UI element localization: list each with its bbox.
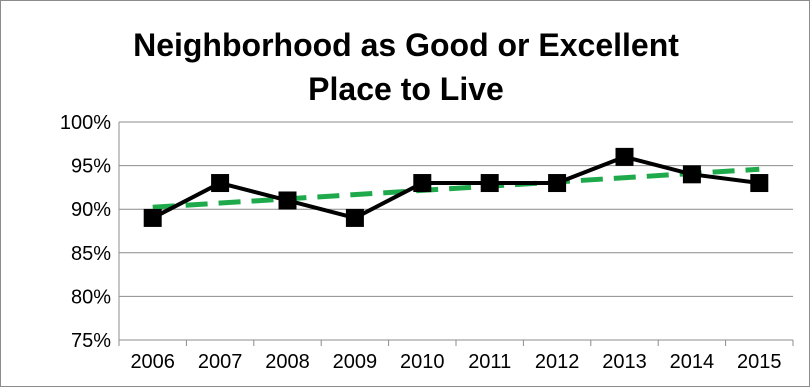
data-point-2009	[345, 208, 364, 227]
data-point-2011	[480, 174, 499, 193]
x-tick-label-2009: 2009	[333, 351, 378, 373]
x-tick-label-2011: 2011	[468, 351, 511, 373]
y-tick-label: 100%	[60, 112, 111, 134]
x-tick-label-2007: 2007	[198, 351, 243, 373]
x-tick-label-2015: 2015	[737, 351, 782, 373]
data-point-2015	[750, 174, 769, 193]
y-tick-label: 95%	[71, 156, 111, 178]
y-tick-label: 75%	[71, 330, 111, 352]
series-line	[151, 154, 760, 220]
data-point-2008	[278, 191, 297, 210]
data-point-2012	[548, 174, 567, 193]
x-tick-label-2008: 2008	[265, 351, 310, 373]
data-point-2007	[211, 174, 230, 193]
data-point-2013	[615, 147, 634, 166]
x-tick-label-2010: 2010	[400, 351, 445, 373]
x-tick-label-2013: 2013	[602, 351, 647, 373]
x-tick-label-2014: 2014	[670, 351, 715, 373]
data-point-2014	[682, 165, 701, 184]
y-tick-label: 85%	[71, 243, 111, 265]
x-tick-label-2006: 2006	[130, 351, 175, 373]
y-tick-label: 90%	[71, 199, 111, 221]
trendline	[152, 166, 760, 210]
x-tick-label-2012: 2012	[535, 351, 580, 373]
data-point-2010	[413, 174, 432, 193]
y-tick-label: 80%	[71, 286, 111, 308]
data-point-2006	[143, 208, 162, 227]
